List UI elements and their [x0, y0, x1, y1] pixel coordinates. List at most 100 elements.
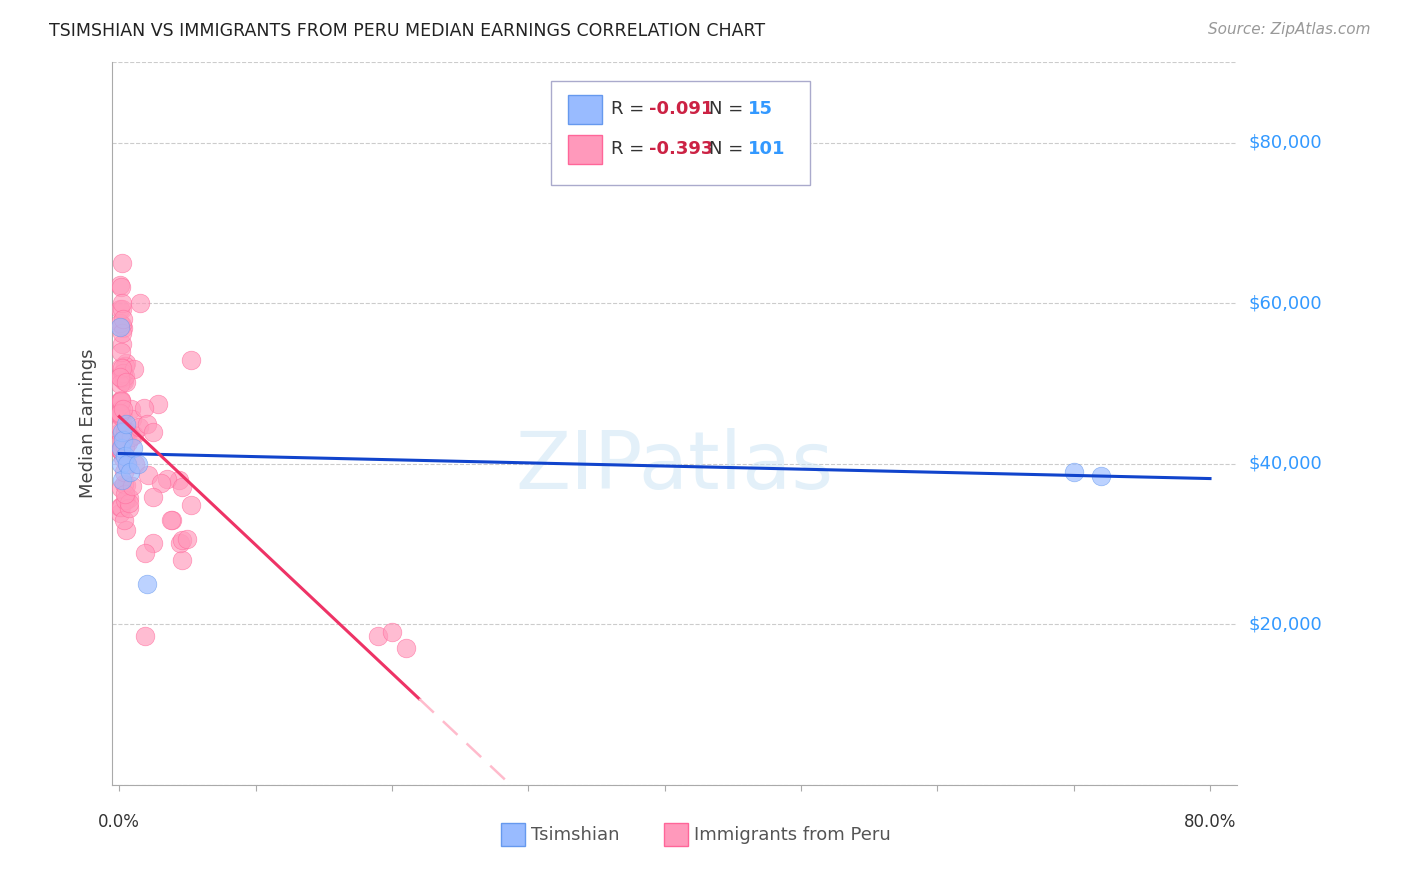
Text: TSIMSHIAN VS IMMIGRANTS FROM PERU MEDIAN EARNINGS CORRELATION CHART: TSIMSHIAN VS IMMIGRANTS FROM PERU MEDIAN… [49, 22, 765, 40]
Point [108, 506, 131, 520]
Point [115, 356, 138, 370]
Point [118, 491, 141, 505]
FancyBboxPatch shape [551, 80, 810, 186]
Point [112, 477, 135, 491]
Text: -0.393: -0.393 [650, 140, 713, 158]
Point [160, 513, 183, 527]
Point [111, 401, 134, 416]
Point [180, 353, 202, 368]
Point [115, 375, 138, 389]
Text: 80.0%: 80.0% [1184, 813, 1236, 830]
Point [142, 490, 165, 504]
Point [150, 475, 173, 490]
Point [108, 409, 131, 424]
Point [110, 344, 132, 359]
Text: N =: N = [709, 140, 748, 158]
Point [114, 440, 136, 454]
Point [127, 457, 149, 471]
Text: 101: 101 [748, 140, 786, 158]
Point [110, 443, 132, 458]
Point [108, 443, 131, 458]
Point [108, 406, 131, 420]
Point [110, 280, 132, 294]
Point [114, 478, 136, 492]
Point [115, 457, 138, 471]
Point [111, 473, 134, 487]
Point [111, 366, 134, 380]
Point [110, 500, 132, 514]
Text: 0.0%: 0.0% [98, 813, 141, 830]
Point [117, 457, 139, 471]
Point [108, 301, 131, 316]
Point [110, 443, 132, 458]
Point [120, 402, 142, 417]
Text: R =: R = [610, 140, 650, 158]
Point [111, 361, 134, 376]
Point [110, 402, 132, 417]
Point [112, 312, 135, 326]
Point [176, 532, 198, 546]
Text: R =: R = [610, 100, 650, 118]
Point [146, 397, 169, 411]
Point [121, 479, 143, 493]
Point [1090, 469, 1112, 483]
Point [170, 533, 193, 547]
Point [112, 465, 135, 479]
Point [108, 500, 131, 515]
Point [111, 434, 134, 448]
Point [110, 441, 132, 455]
Point [118, 496, 141, 510]
Text: Tsimshian: Tsimshian [531, 826, 620, 844]
Point [134, 546, 156, 560]
Point [112, 374, 135, 388]
Point [135, 417, 157, 431]
Point [114, 492, 136, 507]
Point [110, 393, 132, 408]
Point [136, 468, 159, 483]
Point [114, 424, 136, 438]
Point [120, 465, 142, 479]
Point [112, 431, 135, 445]
Point [110, 394, 132, 409]
Point [108, 435, 131, 450]
Point [112, 451, 135, 466]
Point [108, 376, 131, 391]
Point [120, 429, 142, 443]
Point [172, 552, 194, 566]
Point [114, 449, 136, 463]
Point [108, 420, 131, 434]
Point [111, 301, 134, 316]
Point [112, 433, 135, 447]
Text: Immigrants from Peru: Immigrants from Peru [695, 826, 891, 844]
Point [111, 256, 134, 270]
Point [111, 373, 134, 387]
Point [111, 336, 134, 351]
Point [394, 641, 416, 656]
Point [121, 412, 143, 426]
Point [160, 513, 183, 527]
Point [134, 401, 156, 415]
Bar [501, 823, 526, 847]
Point [180, 498, 202, 512]
Point [108, 408, 131, 422]
Point [110, 442, 132, 457]
Point [111, 326, 134, 340]
Point [115, 426, 138, 441]
Text: ZIPatlas: ZIPatlas [516, 428, 834, 506]
Point [108, 277, 131, 292]
Point [128, 419, 150, 434]
Point [117, 434, 139, 449]
Bar [664, 823, 689, 847]
Point [142, 535, 165, 549]
Point [115, 417, 138, 431]
Point [110, 481, 132, 495]
Point [135, 577, 157, 591]
Text: Source: ZipAtlas.com: Source: ZipAtlas.com [1208, 22, 1371, 37]
Point [111, 296, 134, 310]
Point [128, 296, 150, 310]
Point [114, 359, 136, 373]
Point [110, 409, 132, 424]
Text: -0.091: -0.091 [650, 100, 713, 118]
Point [114, 368, 136, 383]
Point [1063, 465, 1085, 479]
